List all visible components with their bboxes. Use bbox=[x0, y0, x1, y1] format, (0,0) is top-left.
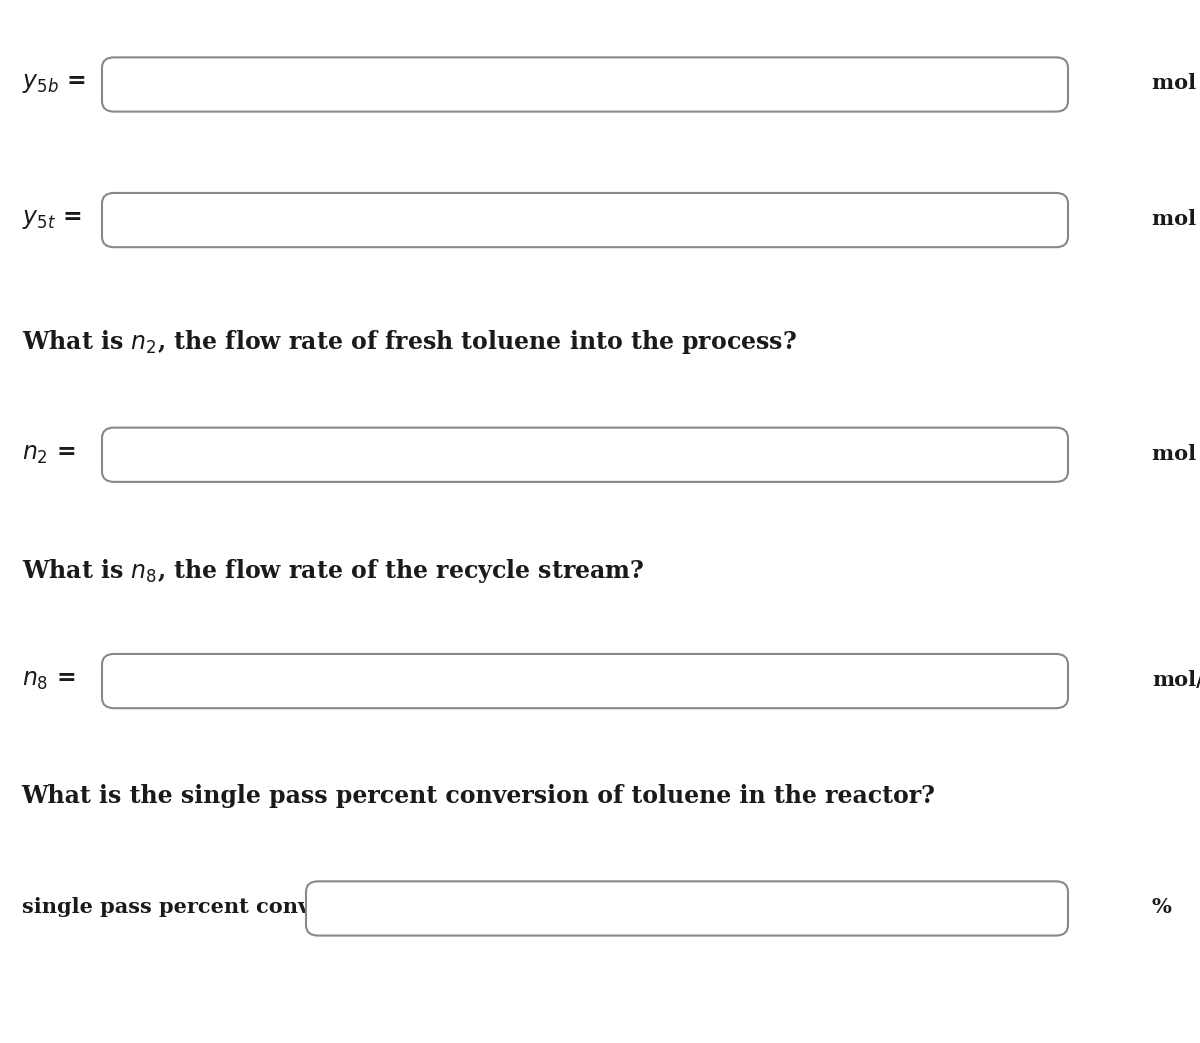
Text: %: % bbox=[1152, 897, 1172, 918]
FancyBboxPatch shape bbox=[306, 881, 1068, 936]
Text: What is the single pass percent conversion of toluene in the reactor?: What is the single pass percent conversi… bbox=[22, 783, 936, 808]
Text: $n_8$ =: $n_8$ = bbox=[22, 668, 76, 693]
Text: What is $n_2$, the flow rate of fresh toluene into the process?: What is $n_2$, the flow rate of fresh to… bbox=[22, 329, 797, 356]
Text: What is $n_8$, the flow rate of the recycle stream?: What is $n_8$, the flow rate of the recy… bbox=[22, 557, 644, 584]
Text: single pass percent conversion:: single pass percent conversion: bbox=[22, 897, 391, 918]
Text: $n_2$ =: $n_2$ = bbox=[22, 441, 76, 466]
Text: mol b/mol: mol b/mol bbox=[1152, 73, 1200, 94]
Text: mol t/hr: mol t/hr bbox=[1152, 443, 1200, 464]
FancyBboxPatch shape bbox=[102, 57, 1068, 112]
FancyBboxPatch shape bbox=[102, 193, 1068, 247]
Text: mol/hr: mol/hr bbox=[1152, 670, 1200, 690]
FancyBboxPatch shape bbox=[102, 654, 1068, 708]
Text: mol t/mol: mol t/mol bbox=[1152, 209, 1200, 229]
FancyBboxPatch shape bbox=[102, 428, 1068, 482]
Text: $y_{5t}$ =: $y_{5t}$ = bbox=[22, 207, 82, 232]
Text: $y_{5b}$ =: $y_{5b}$ = bbox=[22, 71, 85, 96]
